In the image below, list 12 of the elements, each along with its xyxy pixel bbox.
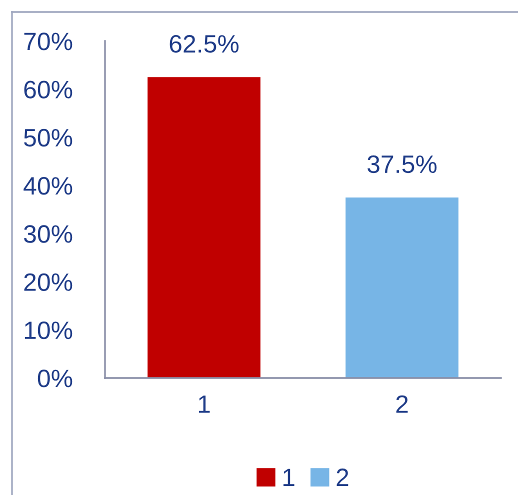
y-tick-label: 30% [24,225,72,243]
data-label: 37.5% [368,155,437,174]
y-tick-label: 70% [24,32,72,50]
legend-label: 1 [284,468,294,486]
y-tick-label: 0% [38,370,72,388]
legend-label: 2 [336,468,348,486]
data-label: 62.5% [170,35,239,53]
y-tick-label: 40% [24,177,72,195]
y-tick-label: 20% [24,273,72,292]
y-tick-label: 50% [24,128,72,147]
y-tick-label: 60% [24,80,72,98]
y-tick-label: 10% [24,321,72,340]
